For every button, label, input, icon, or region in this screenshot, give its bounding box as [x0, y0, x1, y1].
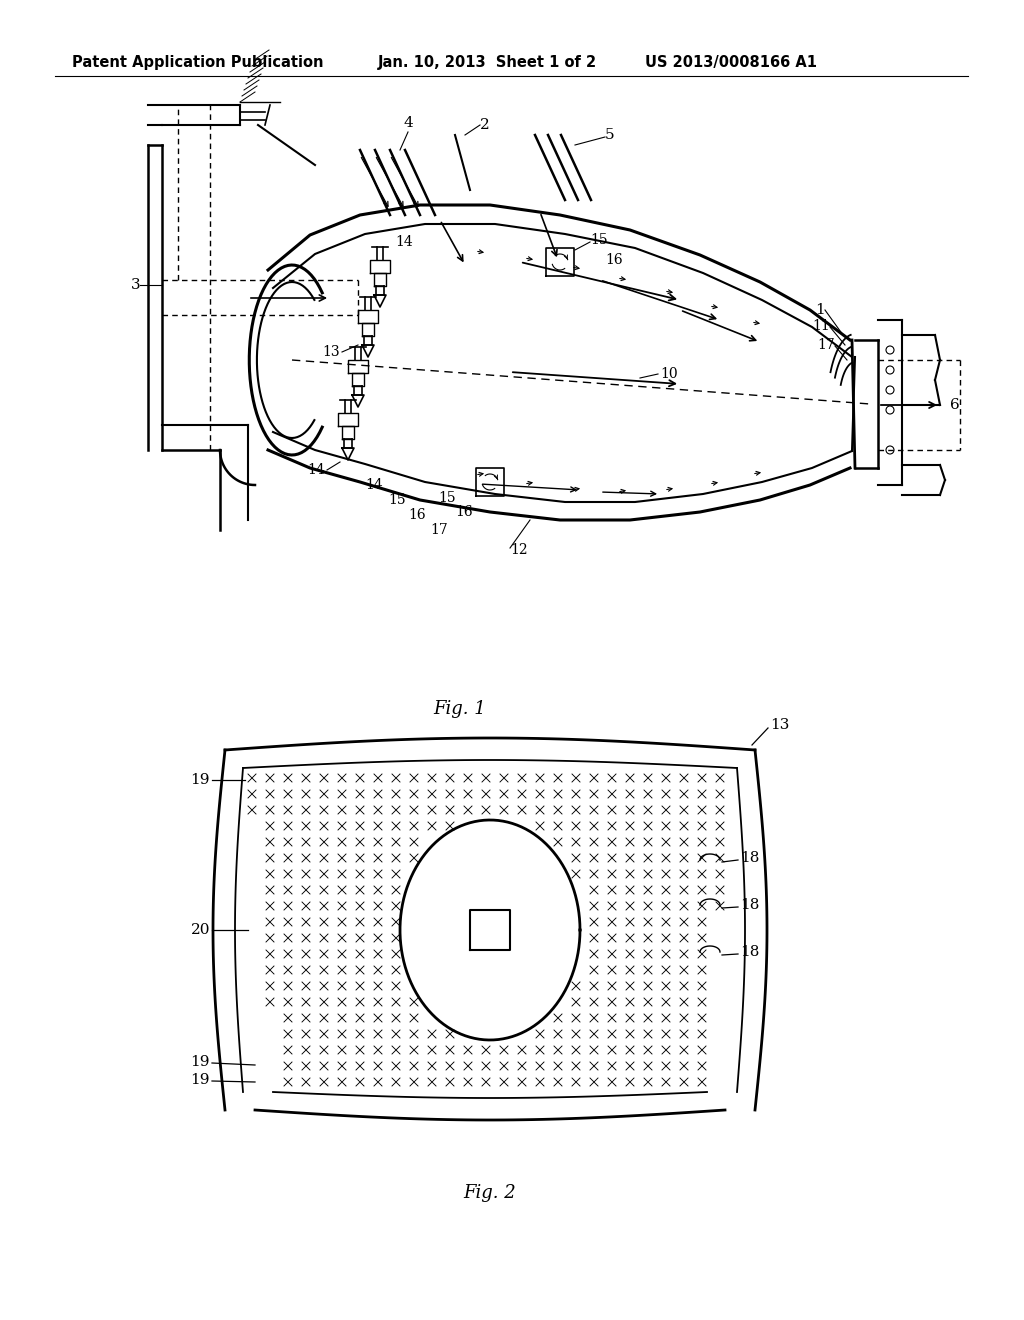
- Text: 14: 14: [395, 235, 413, 249]
- Text: US 2013/0008166 A1: US 2013/0008166 A1: [645, 54, 817, 70]
- Text: 3: 3: [130, 279, 140, 292]
- Text: 6: 6: [950, 399, 959, 412]
- Text: 17: 17: [430, 523, 447, 537]
- Text: Fig. 2: Fig. 2: [464, 1184, 516, 1203]
- Text: 19: 19: [190, 1073, 210, 1086]
- Text: 2: 2: [480, 117, 489, 132]
- Text: 16: 16: [605, 253, 623, 267]
- Text: 18: 18: [740, 945, 760, 960]
- Text: 15: 15: [438, 491, 456, 506]
- Text: 5: 5: [605, 128, 614, 143]
- Text: 20: 20: [190, 923, 210, 937]
- Text: 13: 13: [323, 345, 340, 359]
- Text: 17: 17: [817, 338, 835, 352]
- Text: 10: 10: [660, 367, 678, 381]
- Text: 11: 11: [812, 319, 830, 333]
- Text: Jan. 10, 2013  Sheet 1 of 2: Jan. 10, 2013 Sheet 1 of 2: [378, 54, 597, 70]
- Text: 13: 13: [770, 718, 790, 733]
- Text: 15: 15: [590, 234, 607, 247]
- Text: 19: 19: [190, 774, 210, 787]
- Text: 1: 1: [815, 304, 825, 317]
- Text: 16: 16: [408, 508, 426, 521]
- Text: 15: 15: [388, 492, 406, 507]
- Text: 18: 18: [740, 898, 760, 912]
- Text: 18: 18: [740, 851, 760, 865]
- Text: 12: 12: [510, 543, 527, 557]
- Text: 16: 16: [455, 506, 473, 519]
- Text: Patent Application Publication: Patent Application Publication: [72, 54, 324, 70]
- Text: 19: 19: [190, 1055, 210, 1069]
- Text: 14: 14: [307, 463, 325, 477]
- Text: Fig. 1: Fig. 1: [433, 700, 486, 718]
- Text: 14: 14: [365, 478, 383, 492]
- Text: 4: 4: [403, 116, 413, 129]
